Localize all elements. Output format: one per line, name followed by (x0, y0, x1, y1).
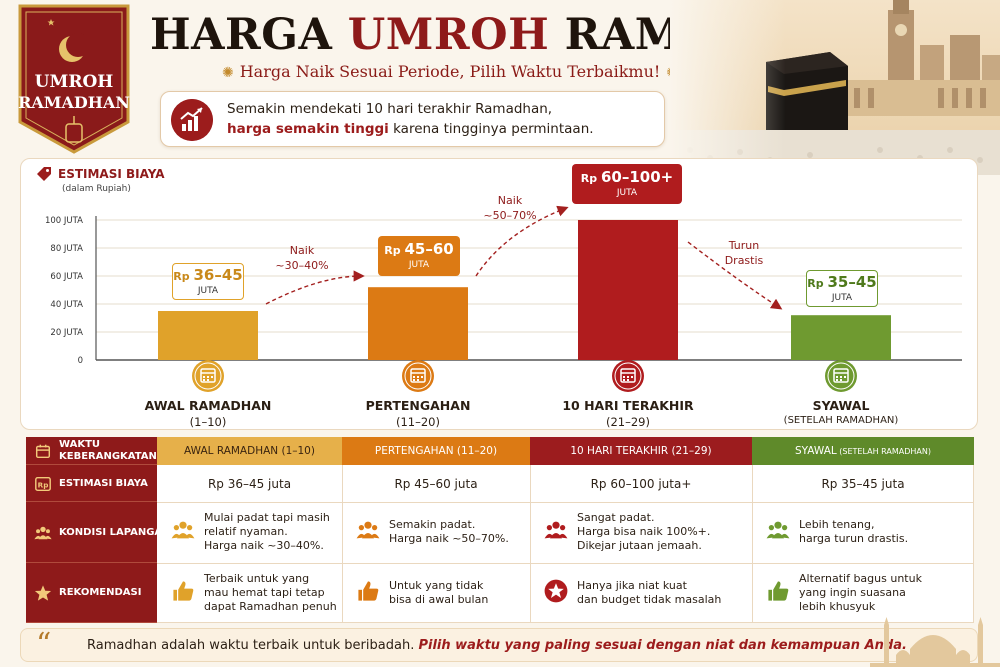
page-subtitle: ✺ Harga Naik Sesuai Periode, Pilih Waktu … (160, 62, 740, 81)
bar-value-label: Rp 36–45 JUTA (172, 263, 244, 300)
row-header-label: ESTIMASI BIAYA (59, 477, 148, 489)
row-header: WAKTU KEBERANGKATAN (26, 437, 157, 465)
info-note: Semakin mendekati 10 hari terakhir Ramad… (160, 91, 665, 147)
people-icon (544, 518, 568, 542)
trend-annotation: Naik ~50–70% (483, 194, 537, 222)
bar-value-label: Rp 45–60 JUTA (378, 236, 460, 276)
cost-cell: Rp 36–45 juta (207, 477, 292, 491)
condition-cell: Semakin padat. Harga naik ~50–70%. (389, 518, 509, 545)
condition-cell: Lebih tenang, harga turun drastis. (799, 518, 909, 545)
thumbs-up-icon (171, 579, 195, 603)
bar-value-label: Rp 60–100+ JUTA (572, 164, 682, 204)
note-line2: harga semakin tinggi karena tingginya pe… (227, 121, 594, 137)
table-divider (157, 563, 974, 564)
row-header: ESTIMASI BIAYA (26, 465, 157, 502)
category-name: SYAWAL (812, 398, 870, 413)
recommendation-cell: Terbaik untuk yang mau hemat tapi tetap da… (204, 572, 337, 613)
rupiah-icon: Rp (34, 475, 52, 493)
ornament-icon: ✺ (221, 65, 234, 81)
calendar-icon (34, 442, 52, 460)
quote-icon: “ (36, 627, 52, 662)
footer-text: Ramadhan adalah waktu terbaik untuk beri… (87, 638, 907, 653)
table-divider (342, 465, 343, 623)
cost-cell: Rp 35–45 juta (821, 477, 905, 491)
row-header-label: REKOMENDASI (59, 587, 142, 598)
condition-cell: Mulai padat tapi masih relatif nyaman. Har… (204, 511, 330, 552)
people-icon (356, 518, 380, 542)
page-title: HARGA UMROH RAMADHAN (150, 10, 869, 60)
recommendation-cell: Hanya jika niat kuat dan budget tidak mas… (577, 579, 722, 606)
crescent-moon-lantern-icon (47, 19, 90, 143)
price-tag-icon (37, 167, 51, 181)
category-name: AWAL RAMADHAN (144, 398, 272, 413)
rising-chart-icon (171, 99, 213, 141)
mecca-kaaba-illustration (670, 0, 1000, 175)
recommendation-cell: Untuk yang tidak bisa di awal bulan (389, 579, 489, 606)
row-header-label: KONDISI LAPANGAN (59, 526, 171, 538)
recommendation-cell: Alternatif bagus untuk yang ingin suasana… (799, 572, 922, 613)
cost-cell: Rp 45–60 juta (394, 477, 478, 491)
column-header: 10 HARI TERAKHIR (21–29) (530, 437, 752, 465)
category-range: (1–10) (189, 415, 227, 429)
star-icon (34, 584, 52, 602)
category-name: PERTENGAHAN (365, 398, 471, 413)
category-range: (11–20) (396, 415, 440, 429)
trend-annotation: Turun Drastis (724, 239, 764, 267)
table-divider (752, 465, 753, 623)
condition-cell: Sangat padat. Harga bisa naik 100%+. Dikej… (577, 511, 711, 552)
column-header: PERTENGAHAN (11–20) (342, 437, 530, 465)
badge-line2: RAMADHAN (18, 93, 130, 112)
chart-title: ESTIMASI BIAYA (58, 167, 165, 181)
badge-line1: UMROH (34, 72, 114, 92)
row-header-label: WAKTU KEBERANGKATAN (59, 439, 157, 462)
thumbs-up-icon (766, 579, 790, 603)
category-name: 10 HARI TERAKHIR (562, 398, 694, 413)
people-icon (34, 524, 52, 542)
star-badge-icon (544, 579, 568, 603)
cost-cell: Rp 60–100 juta+ (590, 477, 692, 491)
column-header: SYAWAL (SETELAH RAMADHAN) (752, 437, 974, 465)
people-icon (171, 518, 195, 542)
note-line1: Semakin mendekati 10 hari terakhir Ramad… (227, 101, 553, 117)
table-divider (157, 502, 974, 503)
category-range: (21–29) (606, 415, 650, 429)
chart-subtitle: (dalam Rupiah) (62, 184, 131, 194)
svg-text:Rp: Rp (38, 480, 49, 489)
trend-annotation: Naik ~30–40% (275, 244, 329, 272)
category-range: (SETELAH RAMADHAN) (783, 415, 899, 426)
table-divider (530, 465, 531, 623)
umroh-ramadhan-badge (18, 4, 130, 154)
mosque-silhouette-icon (870, 617, 1000, 667)
footer-quote-bar (20, 628, 978, 662)
people-icon (766, 518, 790, 542)
bar-value-label: Rp 35–45 JUTA (806, 270, 878, 307)
thumbs-up-icon (356, 579, 380, 603)
column-header: AWAL RAMADHAN (1–10) (157, 437, 342, 465)
